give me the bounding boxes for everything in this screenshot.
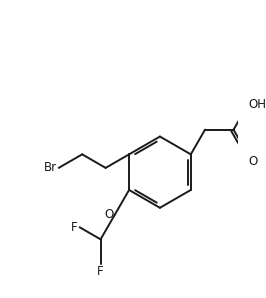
Text: F: F xyxy=(71,221,78,234)
Text: O: O xyxy=(105,208,114,221)
Text: F: F xyxy=(97,265,104,278)
Text: Br: Br xyxy=(44,162,57,174)
Text: OH: OH xyxy=(249,98,266,111)
Text: O: O xyxy=(249,155,258,168)
